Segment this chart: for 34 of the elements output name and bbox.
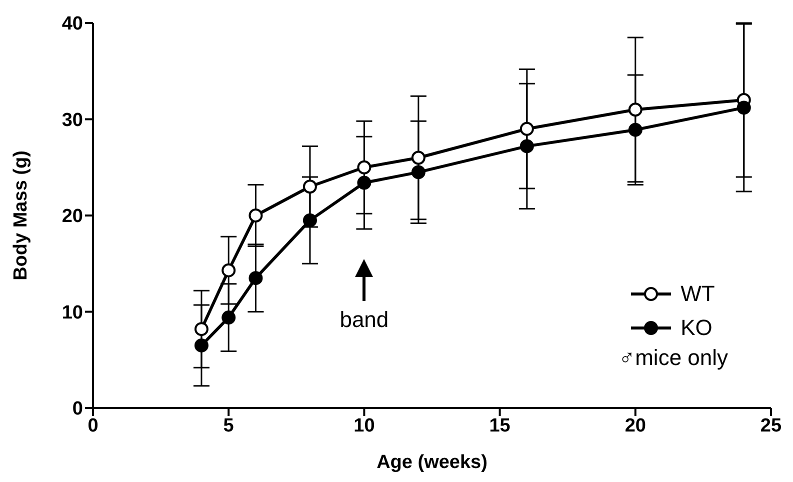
y-tick-label: 0 (72, 398, 83, 420)
legend-label: KO (680, 315, 712, 342)
point (520, 139, 534, 154)
y-tick-label: 10 (62, 302, 83, 324)
y-tick-label: 40 (62, 14, 83, 35)
y-tick-label: 20 (62, 206, 83, 228)
point (302, 180, 317, 194)
x-tick-label: 0 (88, 415, 98, 436)
y-axis-title: Body Mass (g) (10, 150, 32, 280)
point (628, 122, 642, 137)
point (222, 263, 236, 278)
point (628, 102, 642, 117)
point (222, 310, 236, 325)
y-tick-label: 30 (62, 110, 83, 131)
x-tick-label: 25 (760, 415, 782, 436)
point (357, 160, 372, 174)
point (194, 338, 208, 352)
annotation: ♂mice only (618, 345, 728, 372)
point (411, 150, 426, 165)
legend-label: WT (680, 281, 715, 308)
point (411, 165, 426, 180)
annotation: band (340, 307, 389, 334)
x-tick-label: 10 (354, 415, 375, 436)
point (357, 176, 372, 190)
x-tick-label: 15 (489, 415, 511, 436)
x-axis-title: Age (weeks) (376, 452, 488, 473)
point (194, 322, 208, 336)
x-tick-label: 20 (624, 415, 646, 436)
point (248, 271, 263, 286)
x-tick-label: 5 (223, 415, 234, 436)
point (736, 100, 751, 115)
point (520, 122, 534, 136)
point (302, 213, 317, 228)
point (248, 208, 263, 222)
